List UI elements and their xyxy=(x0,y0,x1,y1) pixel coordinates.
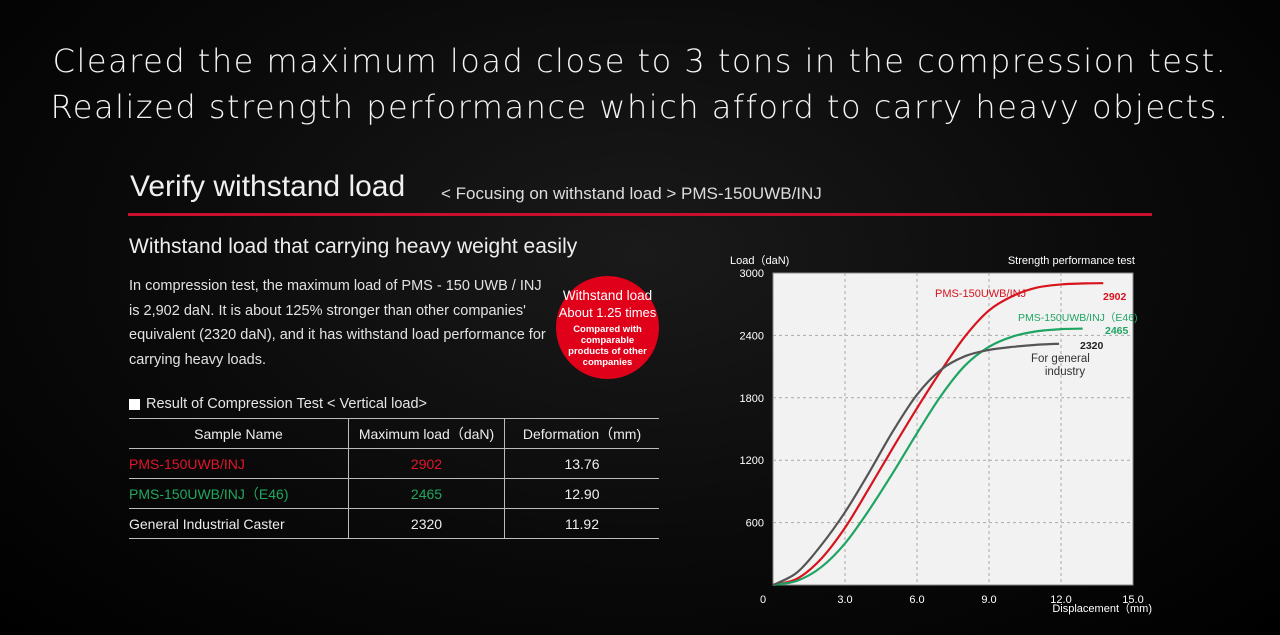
y-tick-labels: 600 1200 1800 2400 3000 xyxy=(740,268,764,530)
strength-chart: Load（daN) Strength performance test 600 1… xyxy=(730,254,1152,615)
series-label-gray: For general industry xyxy=(1031,353,1093,378)
badge-line-2: About 1.25 times xyxy=(558,305,657,320)
y-tick-label: 600 xyxy=(746,518,764,530)
x-tick-label: 15.0 xyxy=(1122,594,1143,606)
x-axis-label: Displacement（mm) xyxy=(1052,602,1152,615)
series-label-red: PMS-150UWB/INJ xyxy=(935,288,1026,300)
section-subtitle: < Focusing on withstand load > PMS-150UW… xyxy=(441,184,822,203)
table-header-row: Sample Name Maximum load（daN) Deformatio… xyxy=(129,418,659,449)
subheading: Withstand load that carrying heavy weigh… xyxy=(129,235,578,258)
chart-title: Strength performance test xyxy=(1008,255,1135,267)
row-deformation: 13.76 xyxy=(504,448,659,479)
section-divider xyxy=(128,213,1152,216)
headline-line-1: Cleared the maximum load close to 3 tons… xyxy=(52,42,1228,80)
y-tick-label: 1800 xyxy=(740,393,764,405)
table-row: General Industrial Caster 2320 11.92 xyxy=(129,508,659,539)
description: In compression test, the maximum load of… xyxy=(129,278,546,368)
x-tick-label: 3.0 xyxy=(837,594,852,606)
x-tick-label: 9.0 xyxy=(981,594,996,606)
series-line-2 xyxy=(772,342,1060,586)
row-maximum-load: 2465 xyxy=(348,478,505,509)
header-maximum-load: Maximum load（daN) xyxy=(348,418,505,449)
end-value-gray: 2320 xyxy=(1080,340,1104,352)
row-maximum-load: 2902 xyxy=(348,448,505,479)
grid-lines xyxy=(773,273,1133,585)
headline-line-2: Realized strength performance which affo… xyxy=(50,88,1230,126)
y-tick-label: 3000 xyxy=(740,268,764,280)
x-tick-label: 0 xyxy=(760,594,766,606)
x-tick-label: 6.0 xyxy=(909,594,924,606)
chart-annotations: PMS-150UWB/INJ 2902 PMS-150UWB/INJ（E46) … xyxy=(935,288,1138,378)
end-value-red: 2902 xyxy=(1103,291,1127,303)
row-maximum-load: 2320 xyxy=(348,508,505,539)
x-tick-labels: 0 3.0 6.0 9.0 12.0 15.0 xyxy=(760,594,1144,606)
series-line-1 xyxy=(772,327,1083,587)
plot-area xyxy=(772,272,1134,586)
row-sample-name: PMS-150UWB/INJ xyxy=(129,448,349,479)
end-value-green: 2465 xyxy=(1105,325,1129,337)
row-sample-name: General Industrial Caster xyxy=(129,508,349,539)
series-label-green: PMS-150UWB/INJ（E46) xyxy=(1018,312,1138,324)
badge-line-3: Compared with comparable products of oth… xyxy=(568,324,647,368)
y-tick-label: 1200 xyxy=(740,455,764,467)
y-axis-label: Load（daN) xyxy=(730,254,789,267)
header-sample-name: Sample Name xyxy=(129,418,349,449)
y-tick-label: 2400 xyxy=(740,330,764,342)
x-tick-label: 12.0 xyxy=(1050,594,1071,606)
table-caption-text: Result of Compression Test < Vertical lo… xyxy=(146,396,428,412)
table-row: PMS-150UWB/INJ（E46) 2465 12.90 xyxy=(129,478,659,509)
series-lines xyxy=(772,282,1104,587)
row-deformation: 11.92 xyxy=(504,508,659,539)
table-caption: Result of Compression Test < Vertical lo… xyxy=(129,396,427,412)
headline: Cleared the maximum load close to 3 tons… xyxy=(0,38,1280,130)
results-table: Sample Name Maximum load（daN) Deformatio… xyxy=(129,418,659,539)
table-row: PMS-150UWB/INJ 2902 13.76 xyxy=(129,448,659,479)
header-deformation: Deformation（mm) xyxy=(504,418,659,449)
square-bullet-icon xyxy=(129,398,140,410)
badge-line-1: Withstand load xyxy=(562,288,653,303)
section-title: Verify withstand load xyxy=(130,170,406,203)
row-deformation: 12.90 xyxy=(504,478,659,509)
comparison-badge: Withstand load About 1.25 times Compared… xyxy=(556,276,659,379)
row-sample-name: PMS-150UWB/INJ（E46) xyxy=(129,478,349,509)
